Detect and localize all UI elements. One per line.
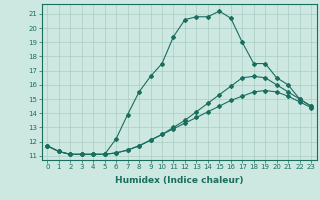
X-axis label: Humidex (Indice chaleur): Humidex (Indice chaleur) xyxy=(115,176,244,185)
